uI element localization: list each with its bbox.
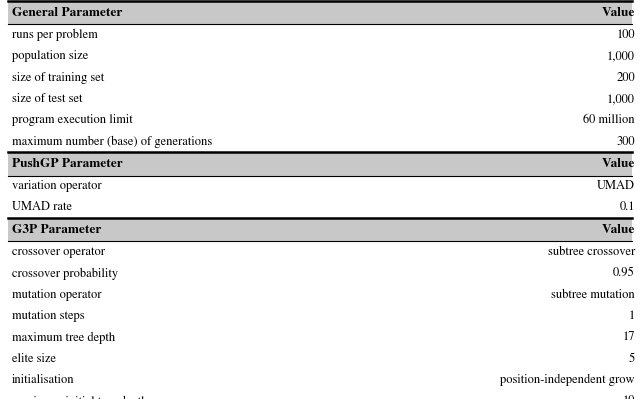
Text: 17: 17 xyxy=(622,332,635,343)
Text: subtree crossover: subtree crossover xyxy=(548,246,635,258)
Text: maximum number (base) of generations: maximum number (base) of generations xyxy=(12,136,212,148)
Text: position-independent grow: position-independent grow xyxy=(500,374,635,386)
Text: mutation operator: mutation operator xyxy=(12,289,101,301)
Text: UMAD: UMAD xyxy=(597,180,635,192)
Text: size of training set: size of training set xyxy=(12,72,104,84)
Text: Value: Value xyxy=(602,158,635,170)
Text: G3P Parameter: G3P Parameter xyxy=(12,224,101,236)
Text: UMAD rate: UMAD rate xyxy=(12,202,72,213)
Text: crossover probability: crossover probability xyxy=(12,267,118,280)
Text: program execution limit: program execution limit xyxy=(12,115,132,126)
Bar xyxy=(8,218,632,241)
Text: Value: Value xyxy=(602,7,635,19)
Text: 10: 10 xyxy=(623,396,635,399)
Bar xyxy=(8,152,632,176)
Text: initialisation: initialisation xyxy=(12,374,74,386)
Text: 100: 100 xyxy=(616,29,635,41)
Text: mutation steps: mutation steps xyxy=(12,310,84,322)
Text: subtree mutation: subtree mutation xyxy=(551,289,635,300)
Text: 5: 5 xyxy=(628,353,635,365)
Text: 1,000: 1,000 xyxy=(607,51,635,62)
Text: maximum tree depth: maximum tree depth xyxy=(12,331,115,344)
Text: 1,000: 1,000 xyxy=(607,93,635,105)
Text: 1: 1 xyxy=(628,310,635,322)
Text: population size: population size xyxy=(12,50,88,62)
Text: runs per problem: runs per problem xyxy=(12,29,97,41)
Text: General Parameter: General Parameter xyxy=(12,7,122,19)
Text: PushGP Parameter: PushGP Parameter xyxy=(12,158,122,170)
Text: elite size: elite size xyxy=(12,353,56,365)
Text: 300: 300 xyxy=(616,136,635,148)
Bar xyxy=(8,1,632,24)
Text: variation operator: variation operator xyxy=(12,180,101,192)
Text: Value: Value xyxy=(602,224,635,236)
Text: size of test set: size of test set xyxy=(12,93,82,105)
Text: 0.1: 0.1 xyxy=(620,202,635,213)
Text: 0.95: 0.95 xyxy=(613,268,635,279)
Text: crossover operator: crossover operator xyxy=(12,246,104,258)
Text: maximum initial tree depth: maximum initial tree depth xyxy=(12,395,147,399)
Text: 200: 200 xyxy=(616,72,635,83)
Text: 60 million: 60 million xyxy=(583,115,635,126)
